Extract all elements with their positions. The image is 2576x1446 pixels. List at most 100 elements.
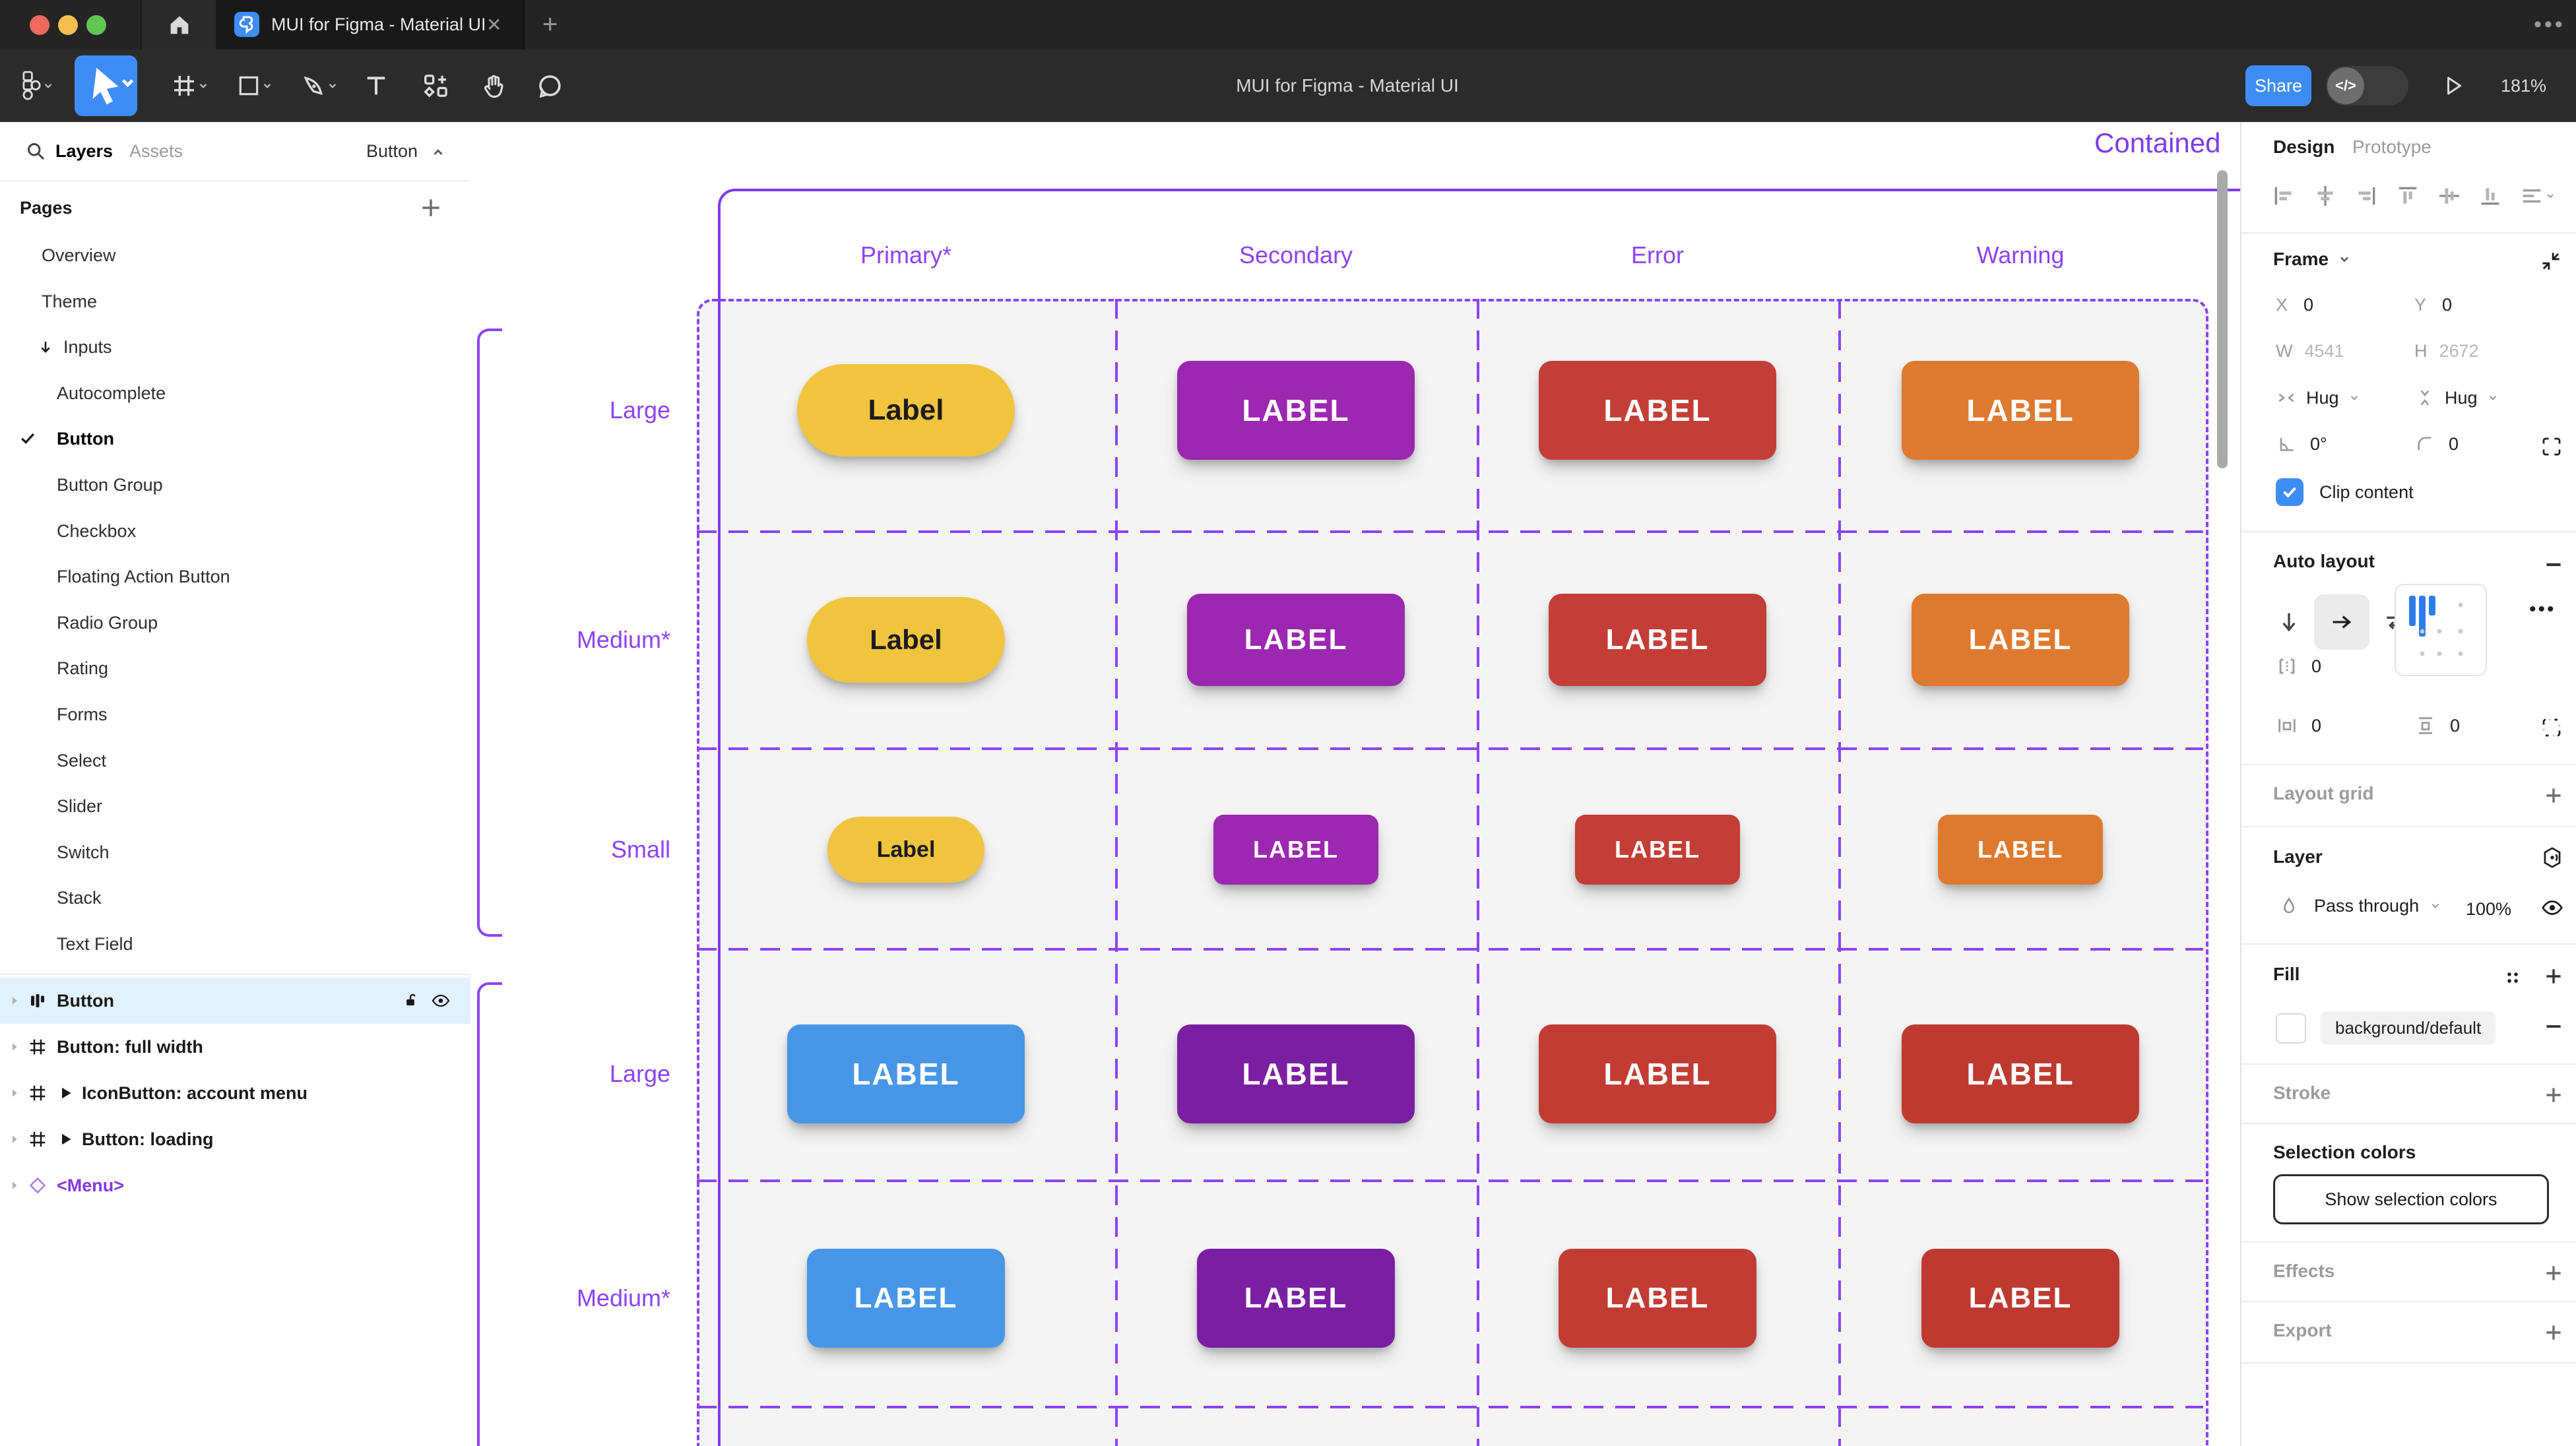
frame-title[interactable]: Contained <box>2094 127 2221 158</box>
window-minimize-button[interactable] <box>58 15 78 35</box>
lock-icon[interactable] <box>401 991 420 1009</box>
page-item-rating[interactable]: Rating <box>0 645 470 691</box>
collapse-arrow-icon[interactable] <box>37 338 54 356</box>
tab-design[interactable]: Design <box>2273 137 2335 157</box>
page-item-overview[interactable]: Overview <box>0 232 470 278</box>
mui-button-large-warning[interactable]: LABEL <box>1902 361 2139 460</box>
page-item-text-field[interactable]: Text Field <box>0 921 470 967</box>
layer-visibility-eye-icon[interactable] <box>2540 895 2565 920</box>
align-top-icon[interactable] <box>2395 183 2421 209</box>
expand-caret-icon[interactable] <box>8 1179 21 1192</box>
new-tab-icon[interactable]: + <box>542 10 558 39</box>
home-tab[interactable] <box>141 0 218 49</box>
add-layout-grid-icon[interactable] <box>2542 784 2565 807</box>
add-stroke-icon[interactable] <box>2542 1084 2565 1106</box>
direction-vertical-icon[interactable] <box>2276 609 2302 635</box>
corner-radius-field[interactable]: 0 <box>2414 433 2459 455</box>
blend-mode-icon[interactable] <box>2540 845 2565 870</box>
comment-tool-button[interactable] <box>531 49 570 122</box>
mui-button-large-error[interactable]: LABEL <box>1539 1024 1776 1123</box>
page-item-button-group[interactable]: Button Group <box>0 462 470 508</box>
vertical-sizing-dropdown[interactable]: Hug <box>2414 387 2499 408</box>
add-fill-icon[interactable] <box>2542 965 2565 988</box>
mui-button-large-primary[interactable]: LABEL <box>787 1024 1025 1123</box>
canvas[interactable]: Contained Primary* Secondary Error Warning … <box>470 122 2240 1446</box>
width-field[interactable]: W 4541 <box>2276 341 2395 362</box>
clip-content-checkbox[interactable] <box>2276 478 2303 506</box>
distribute-menu[interactable] <box>2519 183 2556 209</box>
active-file-tab[interactable]: MUI for Figma - Material UI ✕ <box>216 0 525 49</box>
dev-mode-toggle[interactable]: </> <box>2326 66 2408 106</box>
vertical-padding-field[interactable]: 0 <box>2414 714 2460 737</box>
page-item-radio-group[interactable]: Radio Group <box>0 600 470 646</box>
add-page-icon[interactable] <box>420 197 442 219</box>
rotation-field[interactable]: 0° <box>2276 433 2414 455</box>
window-zoom-button[interactable] <box>86 15 106 35</box>
mui-button-medium-warning[interactable]: LABEL <box>1912 594 2129 686</box>
tab-assets[interactable]: Assets <box>129 141 183 161</box>
mui-button-large-primary[interactable]: Label <box>797 364 1015 456</box>
expand-caret-icon[interactable] <box>8 994 21 1007</box>
independent-padding-icon[interactable] <box>2540 716 2563 739</box>
hand-tool-button[interactable] <box>474 49 513 122</box>
show-selection-colors-button[interactable]: Show selection colors <box>2273 1174 2549 1224</box>
pen-tool-button[interactable] <box>293 49 346 122</box>
mui-button-medium-secondary[interactable]: LABEL <box>1197 1249 1395 1348</box>
frame-section-header[interactable]: Frame <box>2273 249 2351 270</box>
remove-auto-layout-icon[interactable] <box>2542 553 2565 576</box>
mui-button-large-secondary[interactable]: LABEL <box>1177 1024 1415 1123</box>
mui-button-small-error[interactable]: LABEL <box>1575 815 1740 885</box>
mui-button-medium-warning[interactable]: LABEL <box>1921 1249 2119 1348</box>
page-item-floating-action-button[interactable]: Floating Action Button <box>0 553 470 600</box>
layer-row-button-full-width[interactable]: Button: full width <box>0 1024 470 1070</box>
align-right-icon[interactable] <box>2353 183 2379 209</box>
mui-button-large-warning[interactable]: LABEL <box>1902 1024 2139 1123</box>
present-button[interactable] <box>2438 49 2468 122</box>
text-tool-button[interactable] <box>356 49 396 122</box>
canvas-scrollbar[interactable] <box>2217 170 2228 468</box>
tab-layers[interactable]: Layers <box>55 141 113 161</box>
height-field[interactable]: H 2672 <box>2414 341 2479 362</box>
clip-content-row[interactable]: Clip content <box>2276 478 2414 506</box>
mui-button-medium-primary[interactable]: LABEL <box>807 1249 1005 1348</box>
layer-row-button[interactable]: Button <box>0 978 470 1024</box>
independent-corners-icon[interactable] <box>2540 435 2563 458</box>
fill-token-chip[interactable]: background/default <box>2321 1011 2496 1045</box>
mui-button-large-error[interactable]: LABEL <box>1539 361 1776 460</box>
fill-row[interactable]: background/default <box>2276 1011 2496 1045</box>
page-item-autocomplete[interactable]: Autocomplete <box>0 370 470 416</box>
fill-color-swatch[interactable] <box>2276 1013 2306 1044</box>
tab-close-icon[interactable]: ✕ <box>486 15 502 35</box>
resources-tool-button[interactable] <box>414 49 457 122</box>
layer-row-iconbutton-account-menu[interactable]: IconButton: account menu <box>0 1070 470 1116</box>
auto-layout-more-icon[interactable]: ••• <box>2529 598 2556 620</box>
mui-button-small-secondary[interactable]: LABEL <box>1213 815 1378 885</box>
mui-button-medium-error[interactable]: LABEL <box>1549 594 1766 686</box>
mui-button-small-primary[interactable]: Label <box>827 817 984 883</box>
page-item-theme[interactable]: Theme <box>0 278 470 325</box>
align-horizontal-center-icon[interactable] <box>2312 183 2338 209</box>
gap-field[interactable]: 0 <box>2276 655 2321 677</box>
main-menu-button[interactable] <box>18 49 55 122</box>
mui-button-small-warning[interactable]: LABEL <box>1938 815 2103 885</box>
page-item-switch[interactable]: Switch <box>0 829 470 875</box>
page-item-inputs[interactable]: Inputs <box>0 324 470 370</box>
page-item-select[interactable]: Select <box>0 738 470 784</box>
alignment-matrix[interactable] <box>2395 584 2487 676</box>
search-icon[interactable] <box>24 139 48 163</box>
horizontal-padding-field[interactable]: 0 <box>2276 714 2414 737</box>
align-left-icon[interactable] <box>2270 183 2297 209</box>
visibility-eye-icon[interactable] <box>430 990 451 1011</box>
page-item-slider[interactable]: Slider <box>0 783 470 829</box>
mui-button-medium-primary[interactable]: Label <box>807 597 1005 683</box>
remove-fill-icon[interactable] <box>2542 1015 2565 1038</box>
fill-styles-icon[interactable] <box>2503 968 2523 988</box>
share-button[interactable]: Share <box>2245 65 2311 106</box>
frame-tool-button[interactable] <box>164 49 216 122</box>
zoom-level[interactable]: 181% <box>2501 76 2547 96</box>
layer-row-button-loading[interactable]: Button: loading <box>0 1116 470 1162</box>
mui-button-large-secondary[interactable]: LABEL <box>1177 361 1415 460</box>
shape-tool-button[interactable] <box>228 49 281 122</box>
x-field[interactable]: X 0 <box>2276 295 2395 315</box>
page-dropdown[interactable]: Button <box>366 141 418 161</box>
